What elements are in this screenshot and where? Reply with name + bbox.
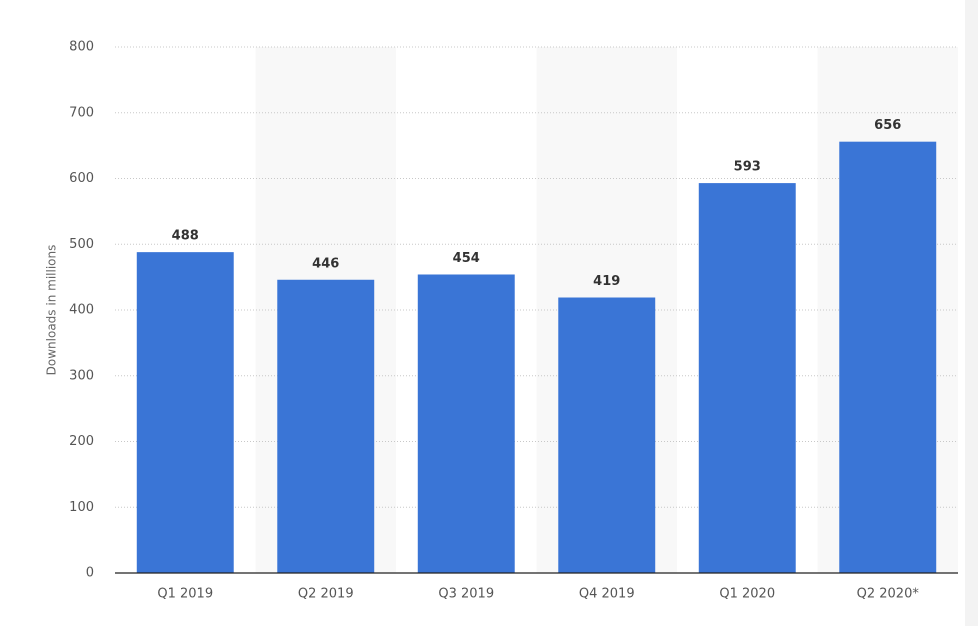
- y-tick-label: 800: [69, 40, 94, 55]
- bar: [277, 279, 375, 573]
- y-axis-label: Downloads in millions: [45, 245, 59, 376]
- value-label: 446: [312, 256, 339, 271]
- x-tick-label: Q1 2020: [719, 587, 775, 602]
- scroll-edge: [965, 0, 978, 626]
- value-label: 488: [172, 229, 199, 244]
- x-tick-label: Q2 2019: [298, 587, 354, 602]
- y-tick-label: 700: [69, 105, 94, 120]
- y-tick-label: 400: [69, 303, 94, 318]
- x-tick-label: Q4 2019: [579, 587, 635, 602]
- y-tick-label: 0: [86, 566, 94, 581]
- y-tick-label: 500: [69, 237, 94, 252]
- bar: [558, 297, 656, 573]
- y-tick-label: 600: [69, 171, 94, 186]
- value-label: 419: [593, 274, 620, 289]
- value-label: 593: [734, 160, 761, 175]
- bar: [136, 252, 234, 573]
- x-tick-label: Q1 2019: [157, 587, 213, 602]
- bar: [698, 183, 796, 574]
- y-tick-label: 100: [69, 500, 94, 515]
- y-tick-label: 300: [69, 368, 94, 383]
- x-tick-label: Q3 2019: [438, 587, 494, 602]
- x-tick-label: Q2 2020*: [857, 587, 920, 602]
- y-tick-label: 200: [69, 434, 94, 449]
- bar: [417, 274, 515, 573]
- value-label: 656: [874, 118, 901, 133]
- bar: [839, 141, 937, 573]
- value-label: 454: [453, 251, 480, 266]
